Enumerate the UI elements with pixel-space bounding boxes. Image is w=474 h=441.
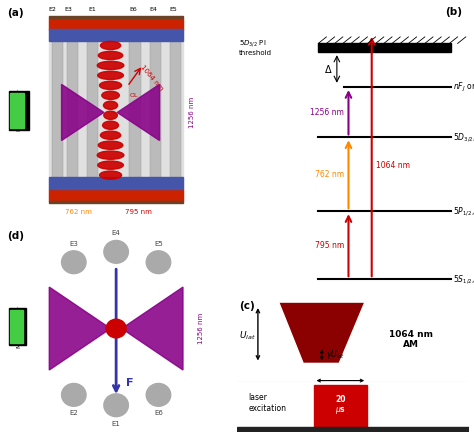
Bar	[170, 19, 181, 201]
Ellipse shape	[98, 161, 123, 169]
Text: E3: E3	[69, 241, 78, 247]
Text: E2: E2	[69, 411, 78, 416]
Text: 795 nm: 795 nm	[315, 241, 344, 250]
Bar	[237, 382, 469, 432]
Bar	[49, 177, 183, 189]
Text: $\mathbf{F}$: $\mathbf{F}$	[125, 377, 134, 389]
Text: 1256 nm: 1256 nm	[310, 108, 344, 117]
Text: laser
excitation: laser excitation	[248, 393, 287, 413]
Circle shape	[146, 251, 171, 273]
Ellipse shape	[102, 121, 118, 129]
Text: E5: E5	[154, 241, 163, 247]
Ellipse shape	[102, 91, 119, 99]
Bar	[10, 93, 24, 127]
Circle shape	[104, 240, 128, 263]
Ellipse shape	[97, 151, 124, 159]
Ellipse shape	[98, 71, 123, 79]
Polygon shape	[62, 84, 104, 141]
Circle shape	[62, 251, 86, 273]
Polygon shape	[122, 287, 183, 370]
Bar	[314, 385, 367, 427]
Text: (d): (d)	[7, 231, 24, 241]
Text: E1: E1	[112, 421, 120, 427]
Polygon shape	[117, 84, 160, 141]
Polygon shape	[49, 287, 110, 370]
Ellipse shape	[97, 61, 124, 70]
Text: E1: E1	[89, 7, 97, 12]
Circle shape	[106, 319, 126, 338]
Text: E2: E2	[49, 7, 56, 12]
Text: (a): (a)	[7, 7, 24, 18]
Bar	[52, 19, 63, 201]
Bar	[49, 189, 183, 201]
Bar	[237, 303, 469, 382]
Bar	[49, 19, 183, 201]
Ellipse shape	[98, 141, 123, 149]
Text: E4: E4	[112, 230, 120, 236]
Ellipse shape	[100, 171, 121, 179]
Text: 1064 nm: 1064 nm	[139, 64, 164, 92]
Ellipse shape	[100, 131, 121, 139]
Bar	[129, 19, 141, 201]
Ellipse shape	[100, 41, 121, 49]
Text: $5D_{3/2}$, F = 4: $5D_{3/2}$, F = 4	[453, 131, 474, 144]
Text: $5D_{3/2}$ PI
threshold: $5D_{3/2}$ PI threshold	[239, 38, 273, 56]
Text: OL: OL	[130, 93, 138, 97]
Text: $5P_{1/2}$, F = 3: $5P_{1/2}$, F = 3	[453, 205, 474, 218]
Bar	[49, 16, 183, 19]
Text: $U_{lat}$: $U_{lat}$	[239, 329, 255, 342]
Bar	[237, 427, 469, 434]
Bar	[87, 19, 98, 201]
Text: $5S_{1/2}$, F = 3: $5S_{1/2}$, F = 3	[453, 273, 474, 286]
Text: 762 nm: 762 nm	[65, 209, 91, 215]
Text: 1256 nm: 1256 nm	[189, 97, 195, 128]
Bar	[319, 43, 451, 52]
Text: E5: E5	[169, 7, 177, 12]
Text: 795 nm: 795 nm	[125, 209, 152, 215]
Text: E6: E6	[154, 411, 163, 416]
Text: $nF_J$ or $nP_J$: $nF_J$ or $nP_J$	[453, 81, 474, 93]
Circle shape	[62, 384, 86, 406]
Polygon shape	[237, 303, 469, 382]
Ellipse shape	[104, 111, 118, 120]
Bar	[9, 91, 29, 130]
Text: 1064 nm
AM: 1064 nm AM	[389, 330, 433, 349]
Ellipse shape	[100, 81, 122, 90]
Ellipse shape	[103, 101, 118, 109]
Bar	[49, 19, 183, 30]
Text: E4: E4	[149, 7, 157, 12]
Bar	[49, 201, 183, 203]
Text: (c): (c)	[239, 301, 255, 311]
Text: 762 nm: 762 nm	[315, 170, 344, 179]
Text: E3: E3	[64, 7, 72, 12]
Bar	[67, 19, 78, 201]
Text: (b): (b)	[445, 7, 462, 17]
Text: 1064 nm: 1064 nm	[376, 161, 410, 170]
Circle shape	[104, 394, 128, 417]
Bar	[9, 308, 26, 345]
Text: 20
$\mu$s: 20 $\mu$s	[335, 395, 346, 416]
Text: $\Delta$: $\Delta$	[324, 63, 332, 75]
Bar	[10, 310, 23, 343]
Ellipse shape	[98, 51, 123, 60]
Text: MCP detector: MCP detector	[17, 89, 22, 131]
Text: $\gamma U_{lat}$: $\gamma U_{lat}$	[327, 348, 346, 361]
Text: 1256 nm: 1256 nm	[198, 313, 204, 344]
Text: E6: E6	[129, 7, 137, 12]
Bar	[149, 19, 161, 201]
Text: MCP detector: MCP detector	[17, 306, 22, 348]
Bar	[49, 29, 183, 41]
Circle shape	[146, 384, 171, 406]
